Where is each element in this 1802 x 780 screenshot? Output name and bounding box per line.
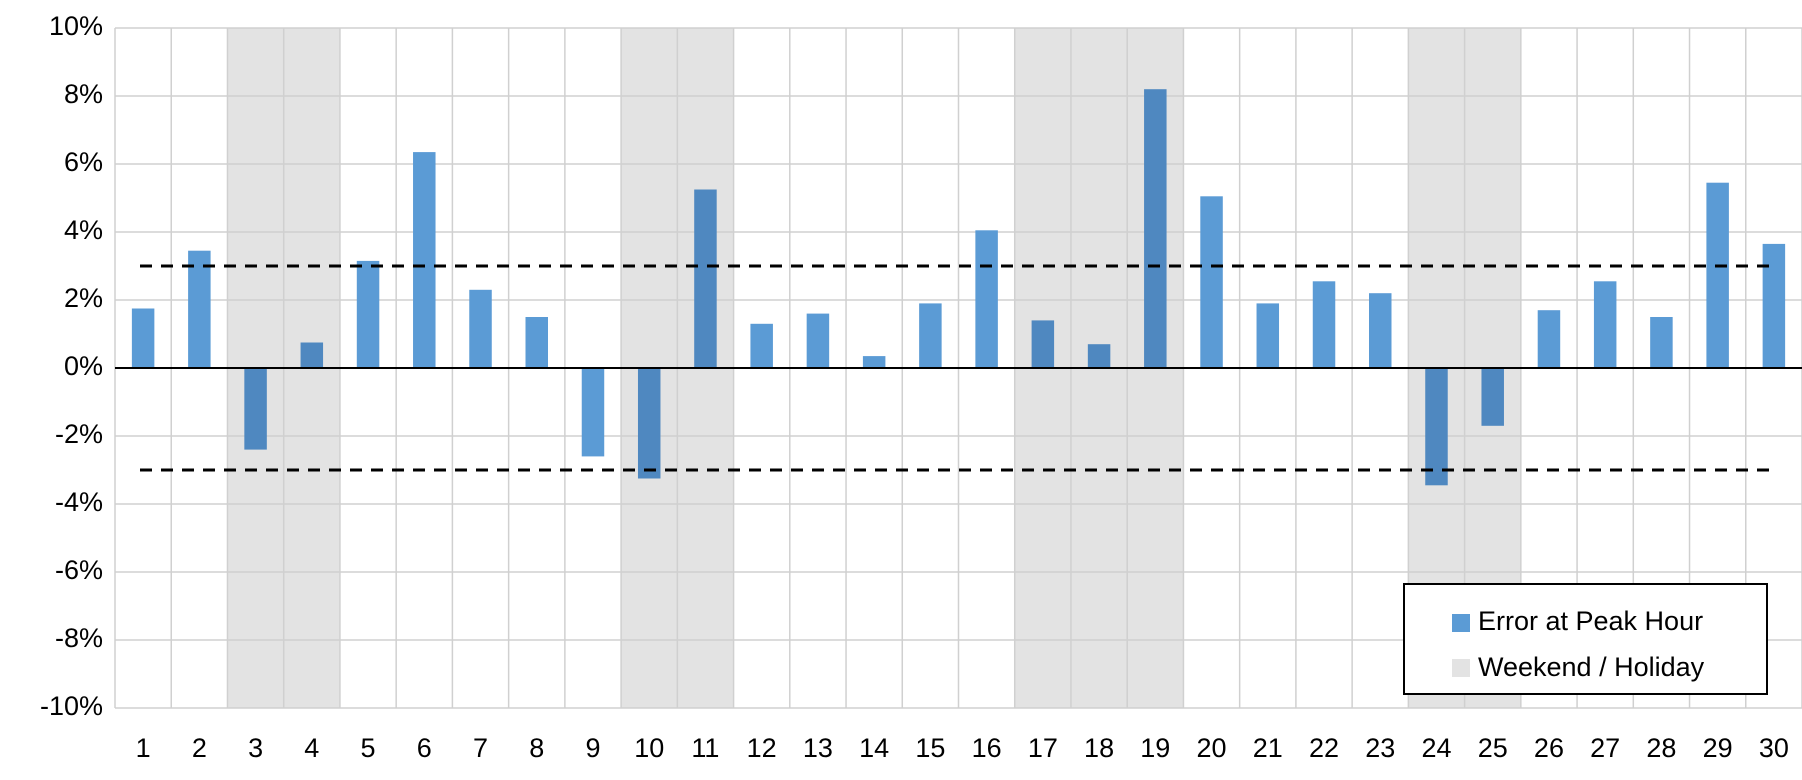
bar <box>1762 243 1786 368</box>
x-tick-label: 4 <box>304 733 319 763</box>
legend-swatch <box>1452 659 1470 677</box>
legend-label: Weekend / Holiday <box>1478 652 1705 682</box>
bar <box>131 308 155 368</box>
x-tick-label: 28 <box>1646 733 1676 763</box>
bar <box>1312 281 1336 368</box>
bar <box>1706 182 1729 368</box>
bar <box>1200 196 1223 368</box>
bar <box>581 368 605 457</box>
bar <box>244 368 267 450</box>
x-tick-label: 1 <box>136 733 151 763</box>
x-tick-label: 14 <box>859 733 889 763</box>
bar <box>1256 303 1280 368</box>
x-tick-label: 20 <box>1197 733 1227 763</box>
bar <box>1087 344 1111 368</box>
y-tick-label: -8% <box>55 623 103 653</box>
bar <box>1650 317 1673 368</box>
legend-label: Error at Peak Hour <box>1478 606 1703 636</box>
y-tick-label: -2% <box>55 419 103 449</box>
y-tick-label: -4% <box>55 487 103 517</box>
x-tick-label: 3 <box>248 733 263 763</box>
y-tick-label: 4% <box>64 215 103 245</box>
y-tick-label: 8% <box>64 79 103 109</box>
x-tick-label: 19 <box>1140 733 1170 763</box>
bar <box>469 289 492 368</box>
bar <box>1481 368 1504 426</box>
x-tick-label: 6 <box>417 733 432 763</box>
bar <box>750 323 773 368</box>
bar <box>1031 320 1055 368</box>
x-tick-label: 11 <box>691 733 719 763</box>
bar <box>1425 368 1448 486</box>
x-tick-label: 10 <box>634 733 664 763</box>
y-tick-label: -10% <box>40 691 103 721</box>
bar <box>300 342 324 368</box>
bar <box>1144 89 1167 368</box>
x-tick-label: 17 <box>1028 733 1058 763</box>
x-tick-label: 29 <box>1703 733 1733 763</box>
bar <box>637 368 661 479</box>
bar <box>525 317 548 368</box>
x-tick-label: 30 <box>1759 733 1789 763</box>
x-tick-label: 13 <box>803 733 833 763</box>
x-tick-label: 2 <box>192 733 207 763</box>
bar <box>862 356 886 368</box>
x-tick-label: 25 <box>1478 733 1508 763</box>
bar <box>919 303 942 368</box>
bar <box>356 260 380 368</box>
bar <box>806 313 830 368</box>
x-tick-label: 26 <box>1534 733 1564 763</box>
bar <box>413 152 436 368</box>
bar <box>1593 281 1617 368</box>
bar <box>1537 310 1561 368</box>
y-tick-label: 0% <box>64 351 103 381</box>
x-tick-label: 12 <box>747 733 777 763</box>
x-tick-label: 5 <box>361 733 376 763</box>
x-tick-label: 8 <box>529 733 544 763</box>
legend-swatch <box>1452 614 1470 632</box>
x-tick-label: 24 <box>1421 733 1451 763</box>
x-tick-label: 23 <box>1365 733 1395 763</box>
x-tick-label: 21 <box>1253 733 1283 763</box>
y-tick-label: 6% <box>64 147 103 177</box>
x-tick-label: 22 <box>1309 733 1339 763</box>
x-tick-label: 7 <box>473 733 488 763</box>
y-tick-label: -6% <box>55 555 103 585</box>
bar <box>975 230 998 368</box>
bar <box>188 250 211 368</box>
y-tick-label: 10% <box>49 11 103 41</box>
x-tick-label: 18 <box>1084 733 1114 763</box>
y-tick-label: 2% <box>64 283 103 313</box>
bar <box>694 189 717 368</box>
bar <box>1369 293 1392 368</box>
x-tick-label: 15 <box>915 733 945 763</box>
x-tick-label: 9 <box>585 733 600 763</box>
x-tick-label: 16 <box>972 733 1002 763</box>
x-tick-label: 27 <box>1590 733 1620 763</box>
